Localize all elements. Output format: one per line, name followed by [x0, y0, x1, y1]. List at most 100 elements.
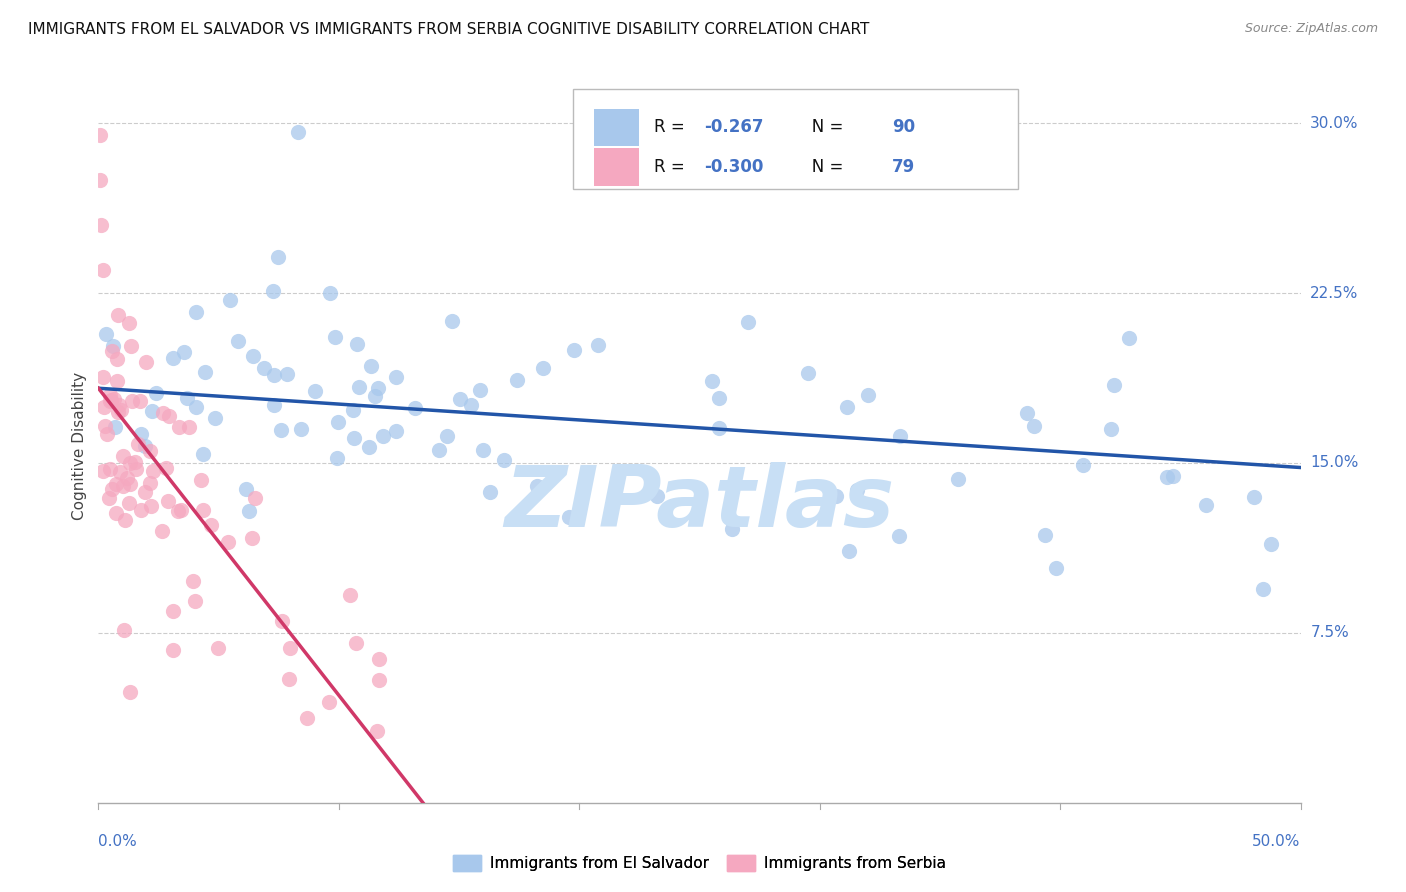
Point [139, 444, 162, 458]
Point [304, 384, 326, 398]
Point [176, 391, 198, 405]
Point [112, 478, 135, 492]
Point [118, 316, 141, 330]
Point [366, 724, 388, 739]
Point [141, 500, 163, 514]
Point [326, 450, 349, 465]
Text: IMMIGRANTS FROM EL SALVADOR VS IMMIGRANTS FROM SERBIA COGNITIVE DISABILITY CORRE: IMMIGRANTS FROM EL SALVADOR VS IMMIGRANT… [28, 22, 869, 37]
Point [156, 493, 179, 508]
Point [278, 672, 301, 686]
Point [124, 455, 146, 469]
Point [226, 334, 249, 348]
Point [562, 343, 585, 358]
Text: 22.5%: 22.5% [1310, 285, 1358, 301]
Point [91, 263, 114, 277]
Text: ZIPatlas: ZIPatlas [505, 461, 894, 545]
Point [103, 419, 125, 434]
Point [558, 509, 581, 524]
Point [207, 640, 229, 655]
Text: Source: ZipAtlas.com: Source: ZipAtlas.com [1244, 22, 1378, 36]
Point [278, 640, 301, 655]
FancyBboxPatch shape [593, 109, 640, 145]
Point [191, 447, 214, 461]
Point [1033, 528, 1056, 542]
Point [103, 339, 125, 353]
Point [287, 125, 309, 139]
Point [89, 218, 111, 232]
Point [270, 423, 292, 437]
Text: 7.5%: 7.5% [1310, 625, 1348, 640]
FancyBboxPatch shape [593, 148, 640, 186]
Point [107, 397, 129, 411]
Point [360, 359, 382, 373]
Point [1251, 582, 1274, 596]
Text: R =: R = [654, 118, 690, 136]
Point [94, 418, 117, 433]
Point [797, 366, 820, 380]
Point [339, 588, 361, 602]
Point [93, 400, 115, 414]
Point [162, 604, 184, 618]
Point [427, 442, 450, 457]
Point [363, 390, 385, 404]
Point [131, 426, 153, 441]
Point [1260, 537, 1282, 551]
Point [104, 477, 127, 491]
Point [173, 345, 195, 359]
Point [404, 401, 426, 415]
Point [190, 474, 212, 488]
Point [170, 503, 193, 517]
Point [449, 392, 471, 406]
Point [108, 465, 131, 479]
Point [946, 472, 969, 486]
Point [204, 410, 226, 425]
Point [342, 402, 364, 417]
Point [357, 440, 380, 454]
Point [134, 484, 156, 499]
Point [856, 388, 879, 402]
Point [526, 478, 548, 492]
Point [118, 476, 141, 491]
Point [193, 502, 215, 516]
Point [343, 431, 366, 445]
Point [1099, 422, 1122, 436]
Point [262, 284, 284, 298]
Point [184, 305, 207, 319]
Point [112, 623, 135, 637]
Text: 79: 79 [891, 158, 915, 176]
Point [98, 462, 121, 476]
Point [157, 409, 180, 424]
Point [162, 643, 184, 657]
Point [89, 128, 111, 142]
Point [373, 429, 395, 443]
Point [91, 370, 114, 384]
Point [838, 544, 860, 558]
Point [319, 285, 342, 300]
Point [184, 593, 207, 607]
Point [326, 415, 349, 429]
Point [531, 361, 554, 376]
Point [141, 403, 163, 417]
Point [101, 343, 124, 358]
Text: 0.0%: 0.0% [98, 834, 138, 849]
Point [111, 449, 134, 463]
Point [368, 651, 391, 665]
Point [645, 489, 668, 503]
Point [1015, 405, 1038, 419]
Point [344, 636, 367, 650]
Point [128, 394, 150, 409]
Point [94, 326, 117, 341]
Point [120, 685, 142, 699]
Point [707, 391, 730, 405]
Point [889, 428, 911, 442]
Point [468, 384, 491, 398]
Text: N =: N = [796, 158, 848, 176]
Point [115, 471, 138, 485]
Text: 15.0%: 15.0% [1310, 456, 1358, 470]
Point [181, 574, 204, 589]
Point [100, 392, 122, 407]
Point [129, 503, 152, 517]
Point [347, 380, 370, 394]
Point [1118, 331, 1140, 345]
Point [194, 364, 217, 378]
